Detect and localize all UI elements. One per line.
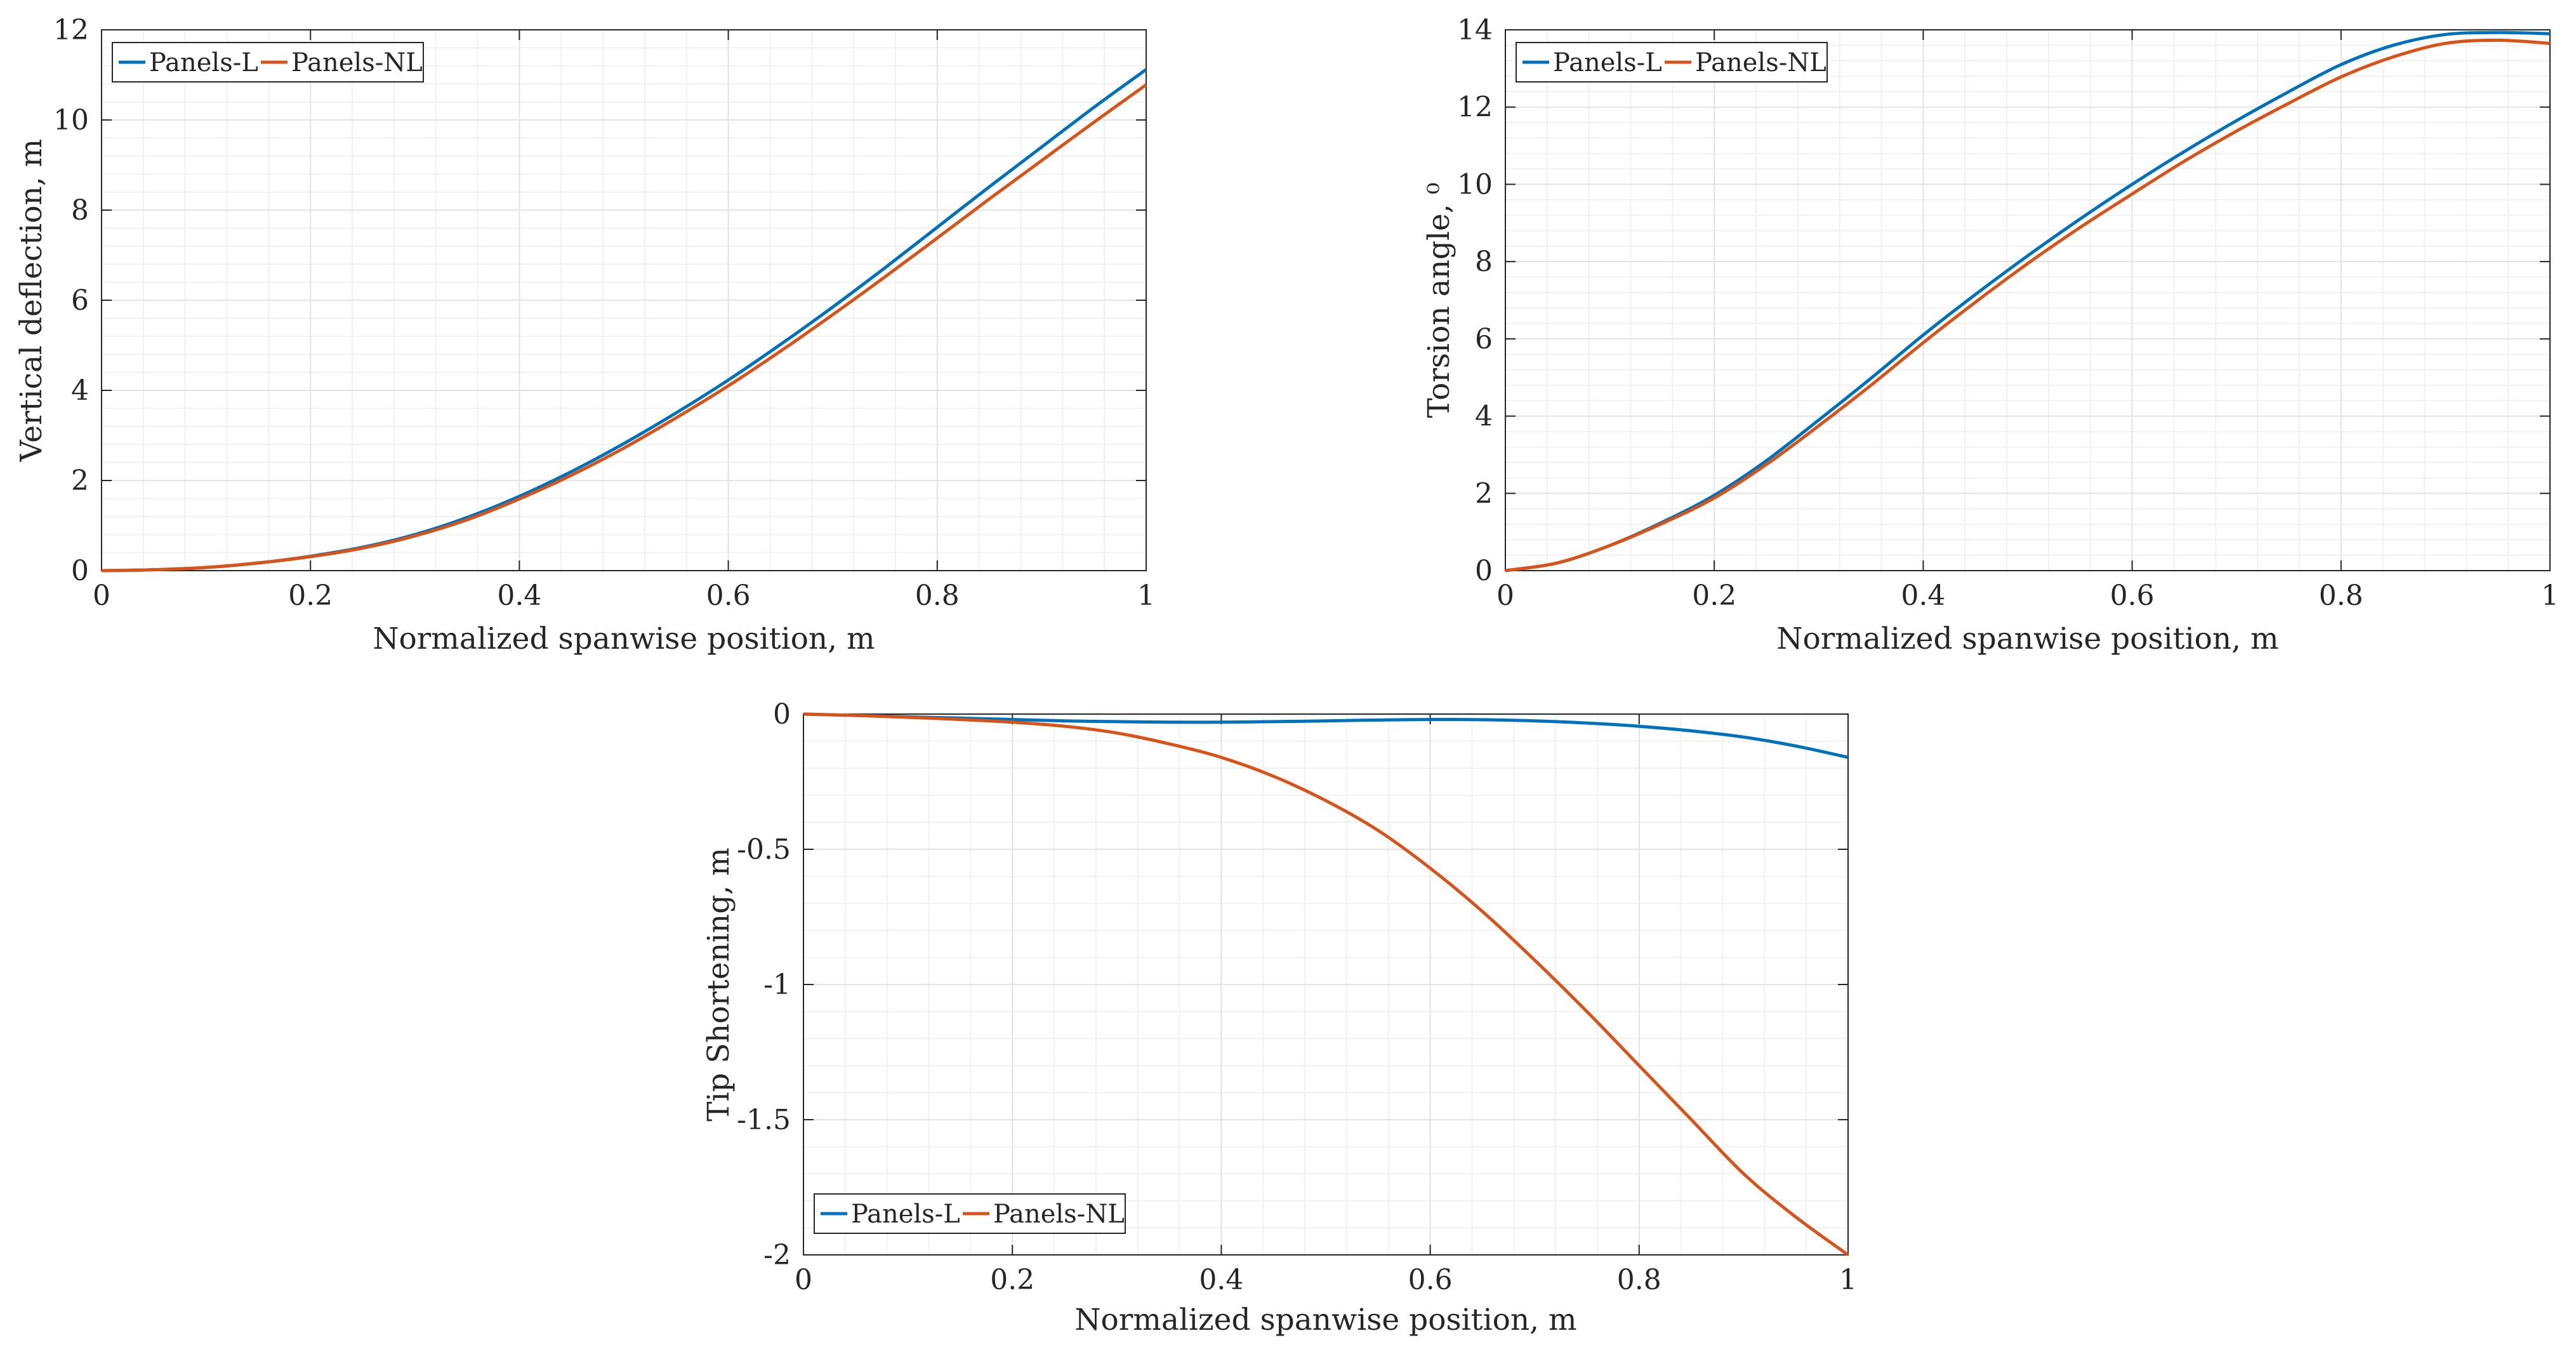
y-axis-label: Vertical deflection, m — [14, 139, 49, 462]
x-tick-label: 0.6 — [706, 580, 751, 612]
y-tick-label: 12 — [53, 14, 89, 46]
axes — [101, 29, 1147, 571]
x-tick-labels: 0 0.2 0.4 0.6 0.8 1 — [795, 1264, 1857, 1296]
y-tick-label: 12 — [1457, 91, 1493, 124]
x-tick-label: 1 — [1839, 1264, 1857, 1296]
y-tick-label: 6 — [71, 284, 89, 317]
grid — [101, 29, 1147, 571]
x-axis-label: Normalized spanwise position, m — [1776, 621, 2278, 656]
y-tick-label: 0 — [71, 555, 89, 587]
y-tick-label: 8 — [1475, 246, 1493, 278]
series-lines — [803, 712, 1849, 1257]
x-tick-label: 0.2 — [990, 1264, 1034, 1296]
x-tick-label: 0.8 — [2319, 580, 2363, 612]
x-tick-label: 0.4 — [497, 580, 541, 612]
chart-tip-shortening: 0 0.2 0.4 0.6 0.8 1 -2 -1.5 -1 -0.5 0 No… — [701, 698, 1857, 1337]
y-tick-label: -2 — [763, 1239, 791, 1271]
x-tick-label: 1 — [2541, 580, 2559, 612]
legend: Panels-L Panels-NL — [1516, 42, 1828, 83]
line-panels-nl — [101, 83, 1147, 573]
x-tick-label: 0.6 — [1408, 1264, 1453, 1296]
x-tick-label: 0.8 — [1617, 1264, 1661, 1296]
x-tick-label: 0.4 — [1199, 1264, 1243, 1296]
chart-vertical-deflection: 0 0.2 0.4 0.6 0.8 1 0 2 4 6 8 10 12 Norm… — [14, 14, 1155, 656]
legend-label-panels-nl: Panels-NL — [1695, 48, 1826, 77]
y-tick-label: -0.5 — [737, 833, 791, 866]
x-tick-label: 0.4 — [1901, 580, 1945, 612]
y-tick-labels: 0 2 4 6 8 10 12 14 — [1457, 14, 1493, 587]
axes-box — [1505, 29, 2551, 571]
plot-area — [1505, 30, 2550, 571]
x-tick-label: 0 — [93, 580, 110, 612]
y-tick-label: 6 — [1475, 323, 1493, 355]
y-tick-label: 8 — [71, 194, 89, 227]
line-panels-nl — [803, 712, 1849, 1257]
legend-label-panels-nl: Panels-NL — [993, 1200, 1125, 1229]
x-tick-label: 0.2 — [1692, 580, 1736, 612]
x-tick-label: 0.8 — [915, 580, 960, 612]
chart-torsion-angle: 0 0.2 0.4 0.6 0.8 1 0 2 4 6 8 10 12 14 N… — [1422, 14, 2559, 656]
legend-label-panels-l: Panels-L — [1553, 48, 1662, 77]
y-tick-label: 2 — [1475, 477, 1493, 510]
x-axis-label: Normalized spanwise position, m — [1074, 1302, 1576, 1337]
legend-label-panels-nl: Panels-NL — [291, 48, 423, 77]
y-tick-label: 4 — [1475, 401, 1493, 433]
axes — [1505, 29, 2551, 571]
y-tick-label: 10 — [1457, 168, 1493, 201]
x-tick-label: 0.6 — [2110, 580, 2155, 612]
line-panels-nl — [1505, 38, 2551, 573]
series-lines — [1505, 30, 2551, 573]
y-tick-label: 0 — [1475, 555, 1493, 587]
x-tick-label: 1 — [1137, 580, 1155, 612]
legend: Panels-L Panels-NL — [112, 42, 424, 83]
legend-label-panels-l: Panels-L — [149, 48, 258, 77]
legend-label-panels-l: Panels-L — [851, 1200, 960, 1229]
line-panels-l — [803, 712, 1849, 759]
y-axis-label: Tip Shortening, m — [701, 847, 736, 1121]
y-tick-label: 4 — [71, 374, 89, 407]
x-axis-label: Normalized spanwise position, m — [373, 621, 875, 656]
y-tick-label: 10 — [53, 104, 89, 136]
x-tick-label: 0 — [1496, 580, 1514, 612]
x-tick-labels: 0 0.2 0.4 0.6 0.8 1 — [1496, 580, 2559, 612]
y-tick-label: -1.5 — [737, 1104, 791, 1136]
y-tick-label: 0 — [773, 698, 791, 731]
y-tick-labels: 0 2 4 6 8 10 12 — [53, 14, 89, 587]
y-tick-label: 14 — [1457, 14, 1493, 46]
x-tick-labels: 0 0.2 0.4 0.6 0.8 1 — [93, 580, 1155, 612]
x-tick-label: 0.2 — [288, 580, 333, 612]
grid — [803, 713, 1849, 1256]
y-tick-labels: -2 -1.5 -1 -0.5 0 — [737, 698, 791, 1271]
y-axis-label: Torsion angle, ⁰ — [1422, 182, 1456, 418]
x-tick-label: 0 — [795, 1264, 812, 1296]
legend: Panels-L Panels-NL — [814, 1193, 1126, 1234]
y-tick-label: -1 — [763, 969, 791, 1001]
y-tick-label: 2 — [71, 465, 89, 497]
series-lines — [101, 68, 1147, 573]
